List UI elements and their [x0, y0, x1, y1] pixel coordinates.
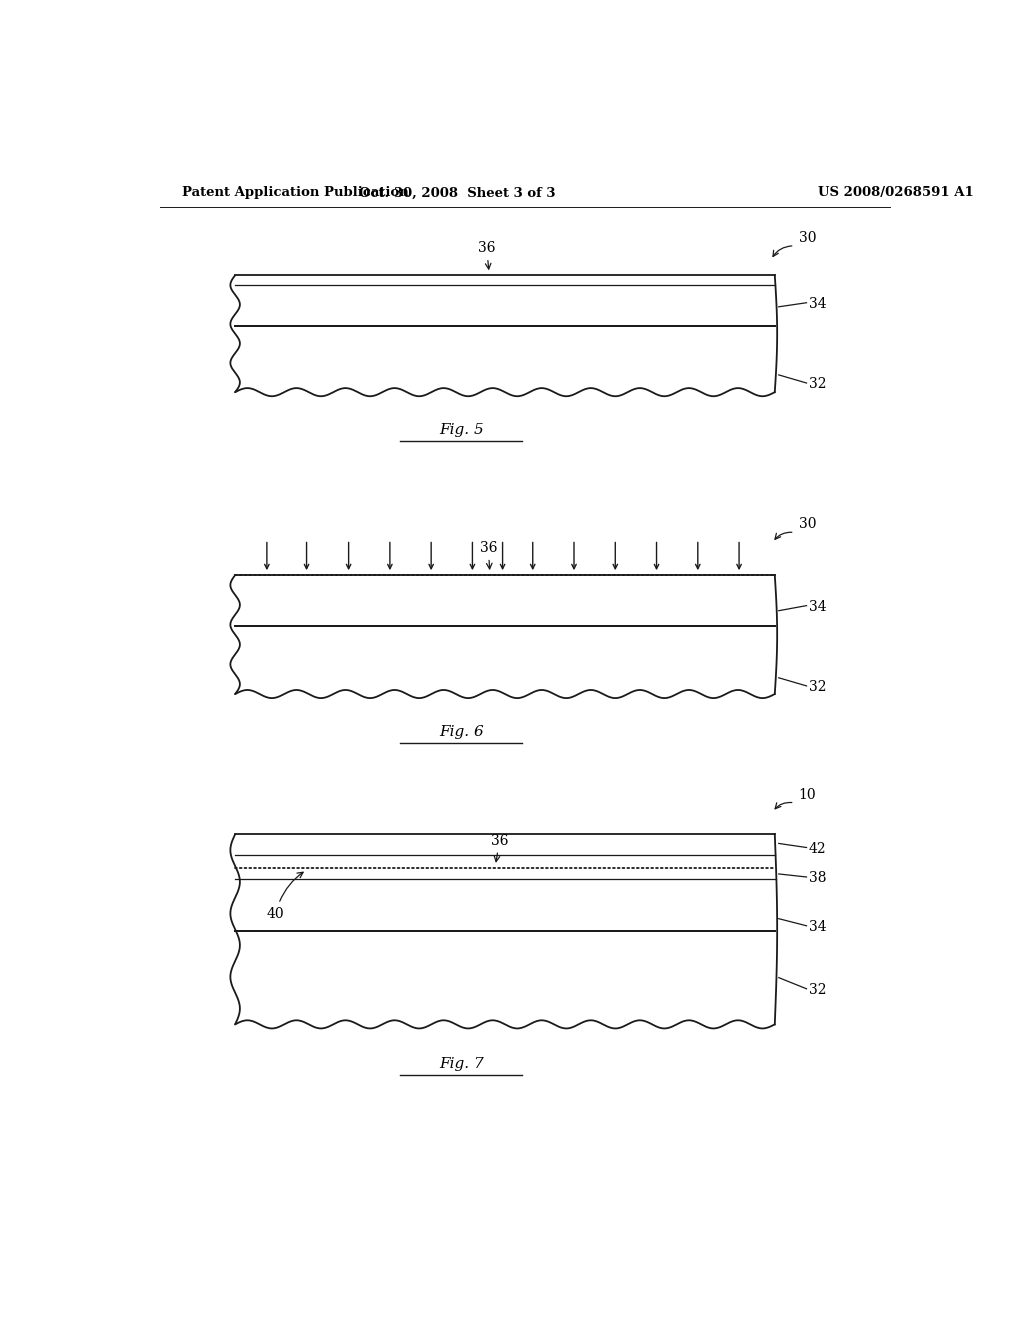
Text: 42: 42	[809, 842, 826, 855]
Text: Patent Application Publication: Patent Application Publication	[182, 186, 409, 199]
Text: 34: 34	[809, 297, 826, 310]
Text: US 2008/0268591 A1: US 2008/0268591 A1	[818, 186, 974, 199]
Text: 32: 32	[809, 680, 826, 694]
Text: 40: 40	[267, 873, 303, 920]
Text: 32: 32	[809, 378, 826, 391]
Text: 32: 32	[809, 983, 826, 997]
Text: 10: 10	[799, 788, 816, 801]
Bar	[236, 276, 775, 392]
Text: Fig. 6: Fig. 6	[439, 725, 483, 738]
Text: 38: 38	[809, 871, 826, 884]
Text: 36: 36	[478, 242, 496, 269]
Text: Fig. 7: Fig. 7	[439, 1057, 483, 1071]
Text: Fig. 5: Fig. 5	[439, 422, 483, 437]
Text: 36: 36	[479, 541, 497, 569]
Text: 36: 36	[490, 833, 508, 862]
Text: 34: 34	[809, 920, 826, 933]
Bar	[236, 834, 775, 1024]
Text: 30: 30	[799, 517, 816, 532]
Text: 30: 30	[799, 231, 816, 244]
Bar	[236, 576, 775, 694]
Text: 34: 34	[809, 599, 826, 614]
Text: Oct. 30, 2008  Sheet 3 of 3: Oct. 30, 2008 Sheet 3 of 3	[359, 186, 556, 199]
